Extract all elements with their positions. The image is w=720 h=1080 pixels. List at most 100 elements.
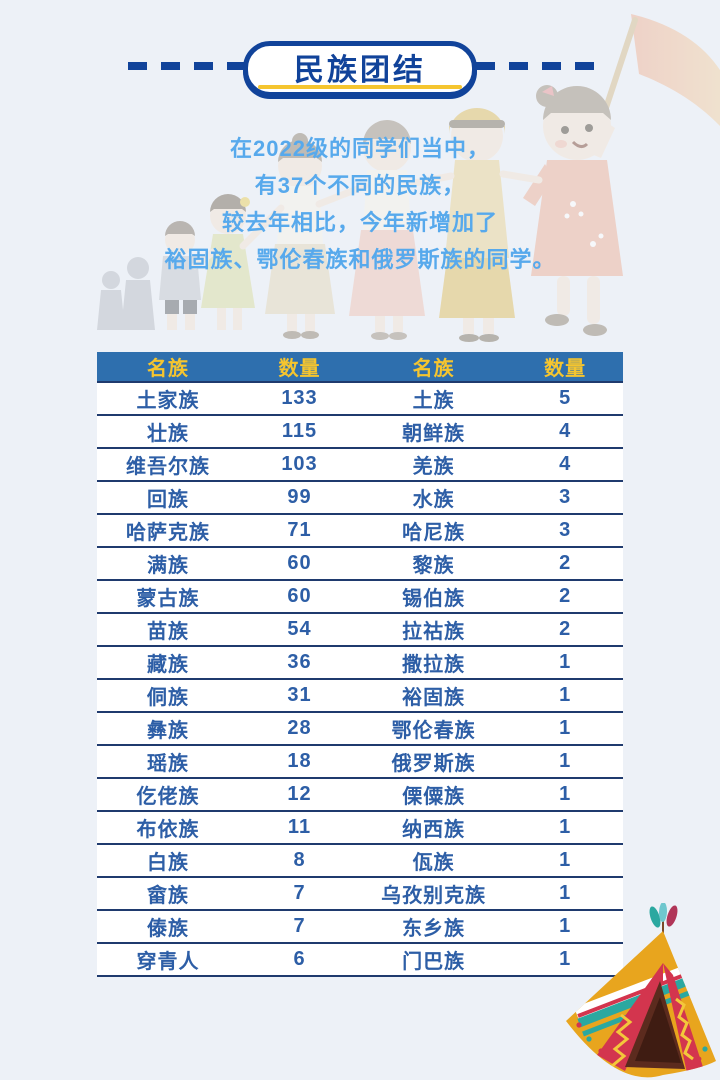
ethnic-count-cell: 99 [239,481,360,515]
table-row: 白族 8 佤族 1 [97,844,623,878]
ethnic-count-cell: 1 [507,712,623,746]
ethnic-name-cell: 纳西族 [359,811,508,845]
header-cell-count-right: 数量 [507,352,623,383]
ethnic-count-cell: 3 [507,514,623,548]
ethnic-count-cell: 5 [507,382,623,416]
ethnic-count-cell: 1 [507,646,623,680]
table-row: 维吾尔族 103 羌族 4 [97,448,623,482]
ethnic-count-cell: 1 [507,811,623,845]
table-row: 藏族 36 撒拉族 1 [97,646,623,680]
table-row: 蒙古族 60 锡伯族 2 [97,580,623,614]
ethnic-name-cell: 维吾尔族 [97,448,240,482]
ethnic-count-cell: 18 [239,745,360,779]
header-cell-count-left: 数量 [239,352,360,383]
ethnic-count-cell: 71 [239,514,360,548]
ethnic-name-cell: 彝族 [97,712,240,746]
ethnic-name-cell: 俄罗斯族 [359,745,508,779]
table-row: 彝族 28 鄂伦春族 1 [97,712,623,746]
ethnic-count-cell: 115 [239,415,360,449]
title-banner: 民族团结 [243,41,477,97]
ethnic-count-cell: 60 [239,580,360,614]
intro-line: 较去年相比，今年新增加了 [221,210,498,235]
table-row: 布依族 11 纳西族 1 [97,811,623,845]
ethnic-count-cell: 6 [239,943,360,977]
ethnic-name-cell: 傈僳族 [359,778,508,812]
intro-line: 裕固族、鄂伦春族和俄罗斯族的同学。 [164,247,556,272]
ethnic-name-cell: 白族 [97,844,240,878]
ethnic-name-cell: 仡佬族 [97,778,240,812]
ethnic-name-cell: 蒙古族 [97,580,240,614]
ethnic-name-cell: 土家族 [97,382,240,416]
ethnic-name-cell: 乌孜别克族 [359,877,508,911]
ethnic-name-cell: 鄂伦春族 [359,712,508,746]
ethnic-count-cell: 3 [507,481,623,515]
teepee-feathers-icon [649,903,678,933]
table-row: 回族 99 水族 3 [97,481,623,515]
ethnic-table-header: 名族 数量 名族 数量 [97,352,623,383]
red-flag-icon [597,14,720,129]
ethnic-name-cell: 佤族 [359,844,508,878]
intro-paragraph: 在2022级的同学们当中， 有37个不同的民族， 较去年相比，今年新增加了 裕固… [0,130,720,278]
ethnic-table: 名族 数量 名族 数量 土家族 133 土族 5 壮族 115 朝鲜族 4 维吾尔族 103 羌族 4… [97,352,623,977]
ethnic-count-cell: 2 [507,580,623,614]
ethnic-name-cell: 锡伯族 [359,580,508,614]
ethnic-name-cell: 朝鲜族 [359,415,508,449]
intro-line: 在2022级的同学们当中， [230,136,490,161]
table-row: 仡佬族 12 傈僳族 1 [97,778,623,812]
table-row: 苗族 54 拉祜族 2 [97,613,623,647]
ethnic-name-cell: 拉祜族 [359,613,508,647]
ethnic-count-cell: 1 [507,745,623,779]
ethnic-name-cell: 侗族 [97,679,240,713]
table-row: 傣族 7 东乡族 1 [97,910,623,944]
ethnic-name-cell: 水族 [359,481,508,515]
table-row: 畲族 7 乌孜别克族 1 [97,877,623,911]
page-title: 民族团结 [294,54,426,87]
intro-line: 有37个不同的民族， [254,173,466,198]
ethnic-name-cell: 藏族 [97,646,240,680]
ethnic-count-cell: 4 [507,448,623,482]
ethnic-name-cell: 瑶族 [97,745,240,779]
ethnic-count-cell: 7 [239,877,360,911]
ethnic-count-cell: 12 [239,778,360,812]
children-holding-hands-illustration [97,14,720,342]
ethnic-count-cell: 31 [239,679,360,713]
ethnic-name-cell: 土族 [359,382,508,416]
header-cell-name-left: 名族 [97,352,240,383]
ethnic-name-cell: 哈萨克族 [97,514,240,548]
table-row: 穿青人 6 门巴族 1 [97,943,623,977]
table-row: 瑶族 18 俄罗斯族 1 [97,745,623,779]
ethnic-name-cell: 东乡族 [359,910,508,944]
table-row: 壮族 115 朝鲜族 4 [97,415,623,449]
ethnic-name-cell: 门巴族 [359,943,508,977]
header-cell-name-right: 名族 [359,352,508,383]
ethnic-count-cell: 2 [507,613,623,647]
ethnic-table-body: 土家族 133 土族 5 壮族 115 朝鲜族 4 维吾尔族 103 羌族 4 回族 99 水族 3 哈萨克族 7… [97,382,623,977]
ethnic-name-cell: 黎族 [359,547,508,581]
ethnic-count-cell: 11 [239,811,360,845]
ethnic-name-cell: 苗族 [97,613,240,647]
ethnic-count-cell: 36 [239,646,360,680]
ethnic-name-cell: 畲族 [97,877,240,911]
ethnic-count-cell: 54 [239,613,360,647]
title-dash-left [128,62,246,70]
ethnic-count-cell: 7 [239,910,360,944]
ethnic-count-cell: 28 [239,712,360,746]
ethnic-count-cell: 1 [507,877,623,911]
ethnic-count-cell: 103 [239,448,360,482]
ethnic-name-cell: 穿青人 [97,943,240,977]
ethnic-name-cell: 裕固族 [359,679,508,713]
ethnic-count-cell: 60 [239,547,360,581]
ethnic-count-cell: 1 [507,679,623,713]
table-row: 土家族 133 土族 5 [97,382,623,416]
ethnic-name-cell: 哈尼族 [359,514,508,548]
title-dash-right [476,62,594,70]
ethnic-count-cell: 133 [239,382,360,416]
table-row: 哈萨克族 71 哈尼族 3 [97,514,623,548]
ethnic-count-cell: 1 [507,910,623,944]
ethnic-name-cell: 傣族 [97,910,240,944]
ethnic-count-cell: 1 [507,943,623,977]
ethnic-count-cell: 2 [507,547,623,581]
ethnic-count-cell: 4 [507,415,623,449]
table-row: 满族 60 黎族 2 [97,547,623,581]
